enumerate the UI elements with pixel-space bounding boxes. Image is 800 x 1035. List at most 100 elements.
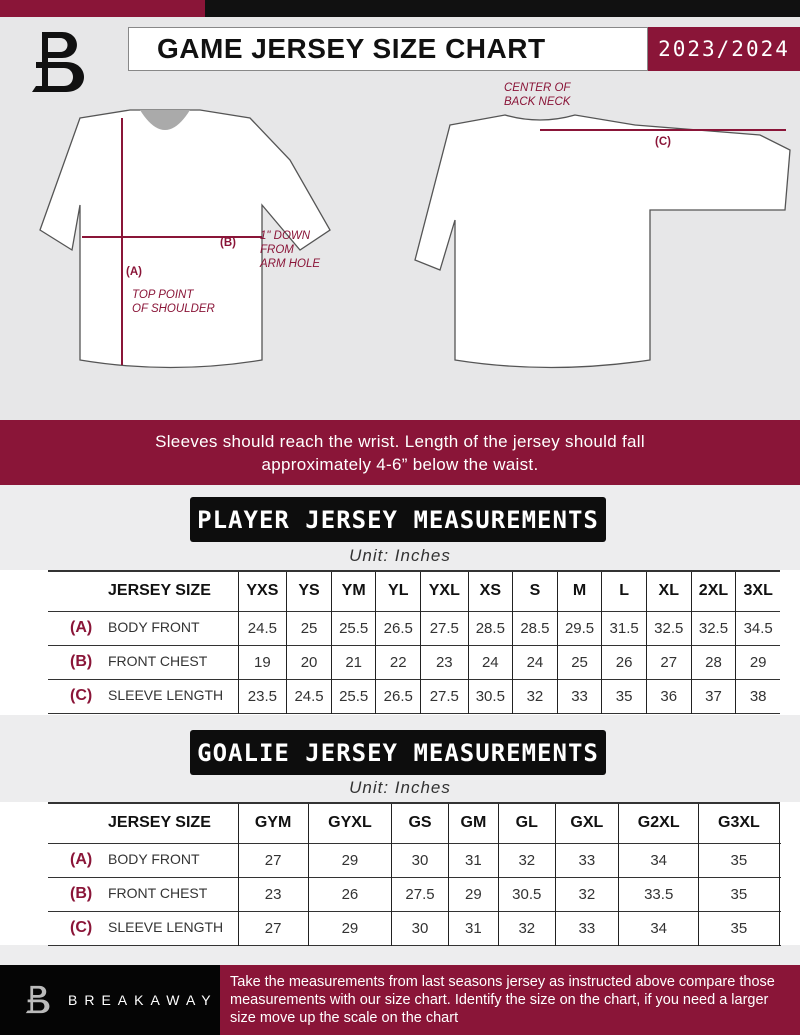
table-cell: 29 bbox=[307, 911, 392, 945]
size-header: S bbox=[512, 571, 558, 611]
goalie-size-table: JERSEY SIZE GYM GYXL GS GM GL GXL G2XL G3XL (A) BO… bbox=[48, 802, 780, 946]
table-cell: 29 bbox=[735, 645, 780, 679]
table-cell: 22 bbox=[375, 645, 421, 679]
row-label: BODY FRONT bbox=[108, 619, 200, 635]
table-cell: 35 bbox=[698, 843, 779, 877]
size-header: G3XL bbox=[698, 803, 779, 843]
table-cell: 29.5 bbox=[556, 611, 602, 645]
label-b: (B) bbox=[220, 237, 236, 249]
note-a-1: TOP POINT bbox=[132, 289, 194, 301]
table-cell: 33 bbox=[554, 843, 619, 877]
table-cell: 25.5 bbox=[330, 679, 376, 713]
table-cell: 24 bbox=[512, 645, 558, 679]
size-header: GL bbox=[497, 803, 556, 843]
table-cell: 27.5 bbox=[391, 877, 449, 911]
table-cell: 34.5 bbox=[735, 611, 780, 645]
table-row: (C) SLEEVE LENGTH 23.5 24.5 25.5 26.5 27.5 30.5… bbox=[48, 679, 780, 713]
footer-instructions: Take the measurements from last seasons … bbox=[220, 965, 800, 1035]
goalie-unit: Unit: Inches bbox=[349, 778, 451, 797]
table-cell: 26.5 bbox=[375, 611, 421, 645]
table-cell: 30.5 bbox=[497, 877, 556, 911]
table-cell: 30.5 bbox=[467, 679, 513, 713]
table-cell: 33 bbox=[556, 679, 602, 713]
table-cell: 37 bbox=[690, 679, 736, 713]
breakaway-logo-small bbox=[25, 985, 50, 1014]
table-cell: 30 bbox=[391, 911, 449, 945]
size-header: M bbox=[556, 571, 602, 611]
table-cell: 23 bbox=[237, 877, 309, 911]
table-cell: 27 bbox=[237, 911, 309, 945]
goalie-section-title: GOALIE JERSEY MEASUREMENTS bbox=[190, 730, 606, 775]
player-table-band: JERSEY SIZE YXS YS YM YL YXL XS S M L XL 2XL 3XL (A) B… bbox=[0, 570, 800, 715]
table-cell: 24 bbox=[467, 645, 513, 679]
table-cell: 28.5 bbox=[467, 611, 513, 645]
table-cell: 19 bbox=[237, 645, 287, 679]
size-header: GYM bbox=[237, 803, 309, 843]
table-cell: 32.5 bbox=[690, 611, 736, 645]
header-label: JERSEY SIZE bbox=[108, 582, 211, 600]
size-header: 2XL bbox=[690, 571, 736, 611]
table-cell: 32 bbox=[497, 843, 556, 877]
label-c: (C) bbox=[655, 136, 671, 148]
table-cell: 27.5 bbox=[420, 611, 469, 645]
player-size-table: JERSEY SIZE YXS YS YM YL YXL XS S M L XL 2XL 3XL (A) B… bbox=[48, 570, 780, 714]
note-c-2: BACK NECK bbox=[504, 96, 571, 108]
fit-instructions-band: Sleeves should reach the wrist. Length o… bbox=[0, 420, 800, 485]
note-c-1: CENTER OF bbox=[504, 82, 571, 94]
header-label: JERSEY SIZE bbox=[108, 814, 211, 832]
table-cell: 32 bbox=[512, 679, 558, 713]
size-header: XL bbox=[645, 571, 692, 611]
table-cell: 31 bbox=[447, 911, 499, 945]
table-cell: 23 bbox=[420, 645, 469, 679]
size-header: YM bbox=[330, 571, 376, 611]
player-section-title: PLAYER JERSEY MEASUREMENTS bbox=[190, 497, 606, 542]
note-b-3: ARM HOLE bbox=[260, 258, 321, 270]
top-bar-dark bbox=[205, 0, 800, 17]
size-header bbox=[778, 803, 780, 843]
table-row: (C) SLEEVE LENGTH 27 29 30 31 32 33 34 35 bbox=[48, 911, 780, 945]
table-cell: 38 bbox=[735, 679, 780, 713]
table-cell: 34 bbox=[618, 911, 699, 945]
row-letter: (A) bbox=[70, 851, 93, 868]
table-cell bbox=[778, 911, 780, 945]
table-cell: 32.5 bbox=[645, 611, 692, 645]
page-title: GAME JERSEY SIZE CHART bbox=[128, 27, 648, 71]
size-header: L bbox=[601, 571, 647, 611]
table-cell: 33 bbox=[554, 911, 619, 945]
top-bar-accent bbox=[0, 0, 205, 17]
table-cell: 25 bbox=[286, 611, 332, 645]
size-header: YL bbox=[375, 571, 421, 611]
row-letter: (C) bbox=[70, 919, 93, 936]
table-cell: 20 bbox=[286, 645, 332, 679]
row-label: BODY FRONT bbox=[108, 851, 200, 867]
row-label: FRONT CHEST bbox=[108, 653, 208, 669]
table-cell: 36 bbox=[645, 679, 692, 713]
table-cell: 29 bbox=[307, 843, 392, 877]
row-letter: (A) bbox=[70, 619, 93, 636]
table-cell bbox=[778, 843, 780, 877]
row-letter: (B) bbox=[70, 885, 93, 902]
back-jersey bbox=[414, 114, 791, 369]
table-cell: 27 bbox=[645, 645, 692, 679]
table-cell: 33.5 bbox=[618, 877, 699, 911]
size-header: GM bbox=[447, 803, 499, 843]
player-unit: Unit: Inches bbox=[349, 546, 451, 565]
label-a: (A) bbox=[126, 266, 142, 278]
table-cell: 26 bbox=[601, 645, 647, 679]
size-header: 3XL bbox=[735, 571, 780, 611]
jersey-diagram bbox=[39, 109, 791, 369]
table-cell: 31.5 bbox=[601, 611, 647, 645]
table-header-row: JERSEY SIZE YXS YS YM YL YXL XS S M L XL 2XL 3XL bbox=[48, 571, 780, 611]
table-cell: 26.5 bbox=[375, 679, 421, 713]
table-row: (B) FRONT CHEST 19 20 21 22 23 24 24 25 26 27 28 29 bbox=[48, 645, 780, 679]
front-jersey bbox=[39, 109, 331, 369]
table-cell bbox=[778, 877, 780, 911]
note-a-2: OF SHOULDER bbox=[132, 303, 215, 315]
row-letter: (B) bbox=[70, 653, 93, 670]
brand-name: BREAKAWAY bbox=[68, 992, 218, 1008]
table-cell: 30 bbox=[391, 843, 449, 877]
table-cell: 32 bbox=[497, 911, 556, 945]
table-cell: 23.5 bbox=[237, 679, 287, 713]
table-row: (A) BODY FRONT 24.5 25 25.5 26.5 27.5 28.5 28.5 2… bbox=[48, 611, 780, 645]
table-cell: 35 bbox=[698, 877, 779, 911]
